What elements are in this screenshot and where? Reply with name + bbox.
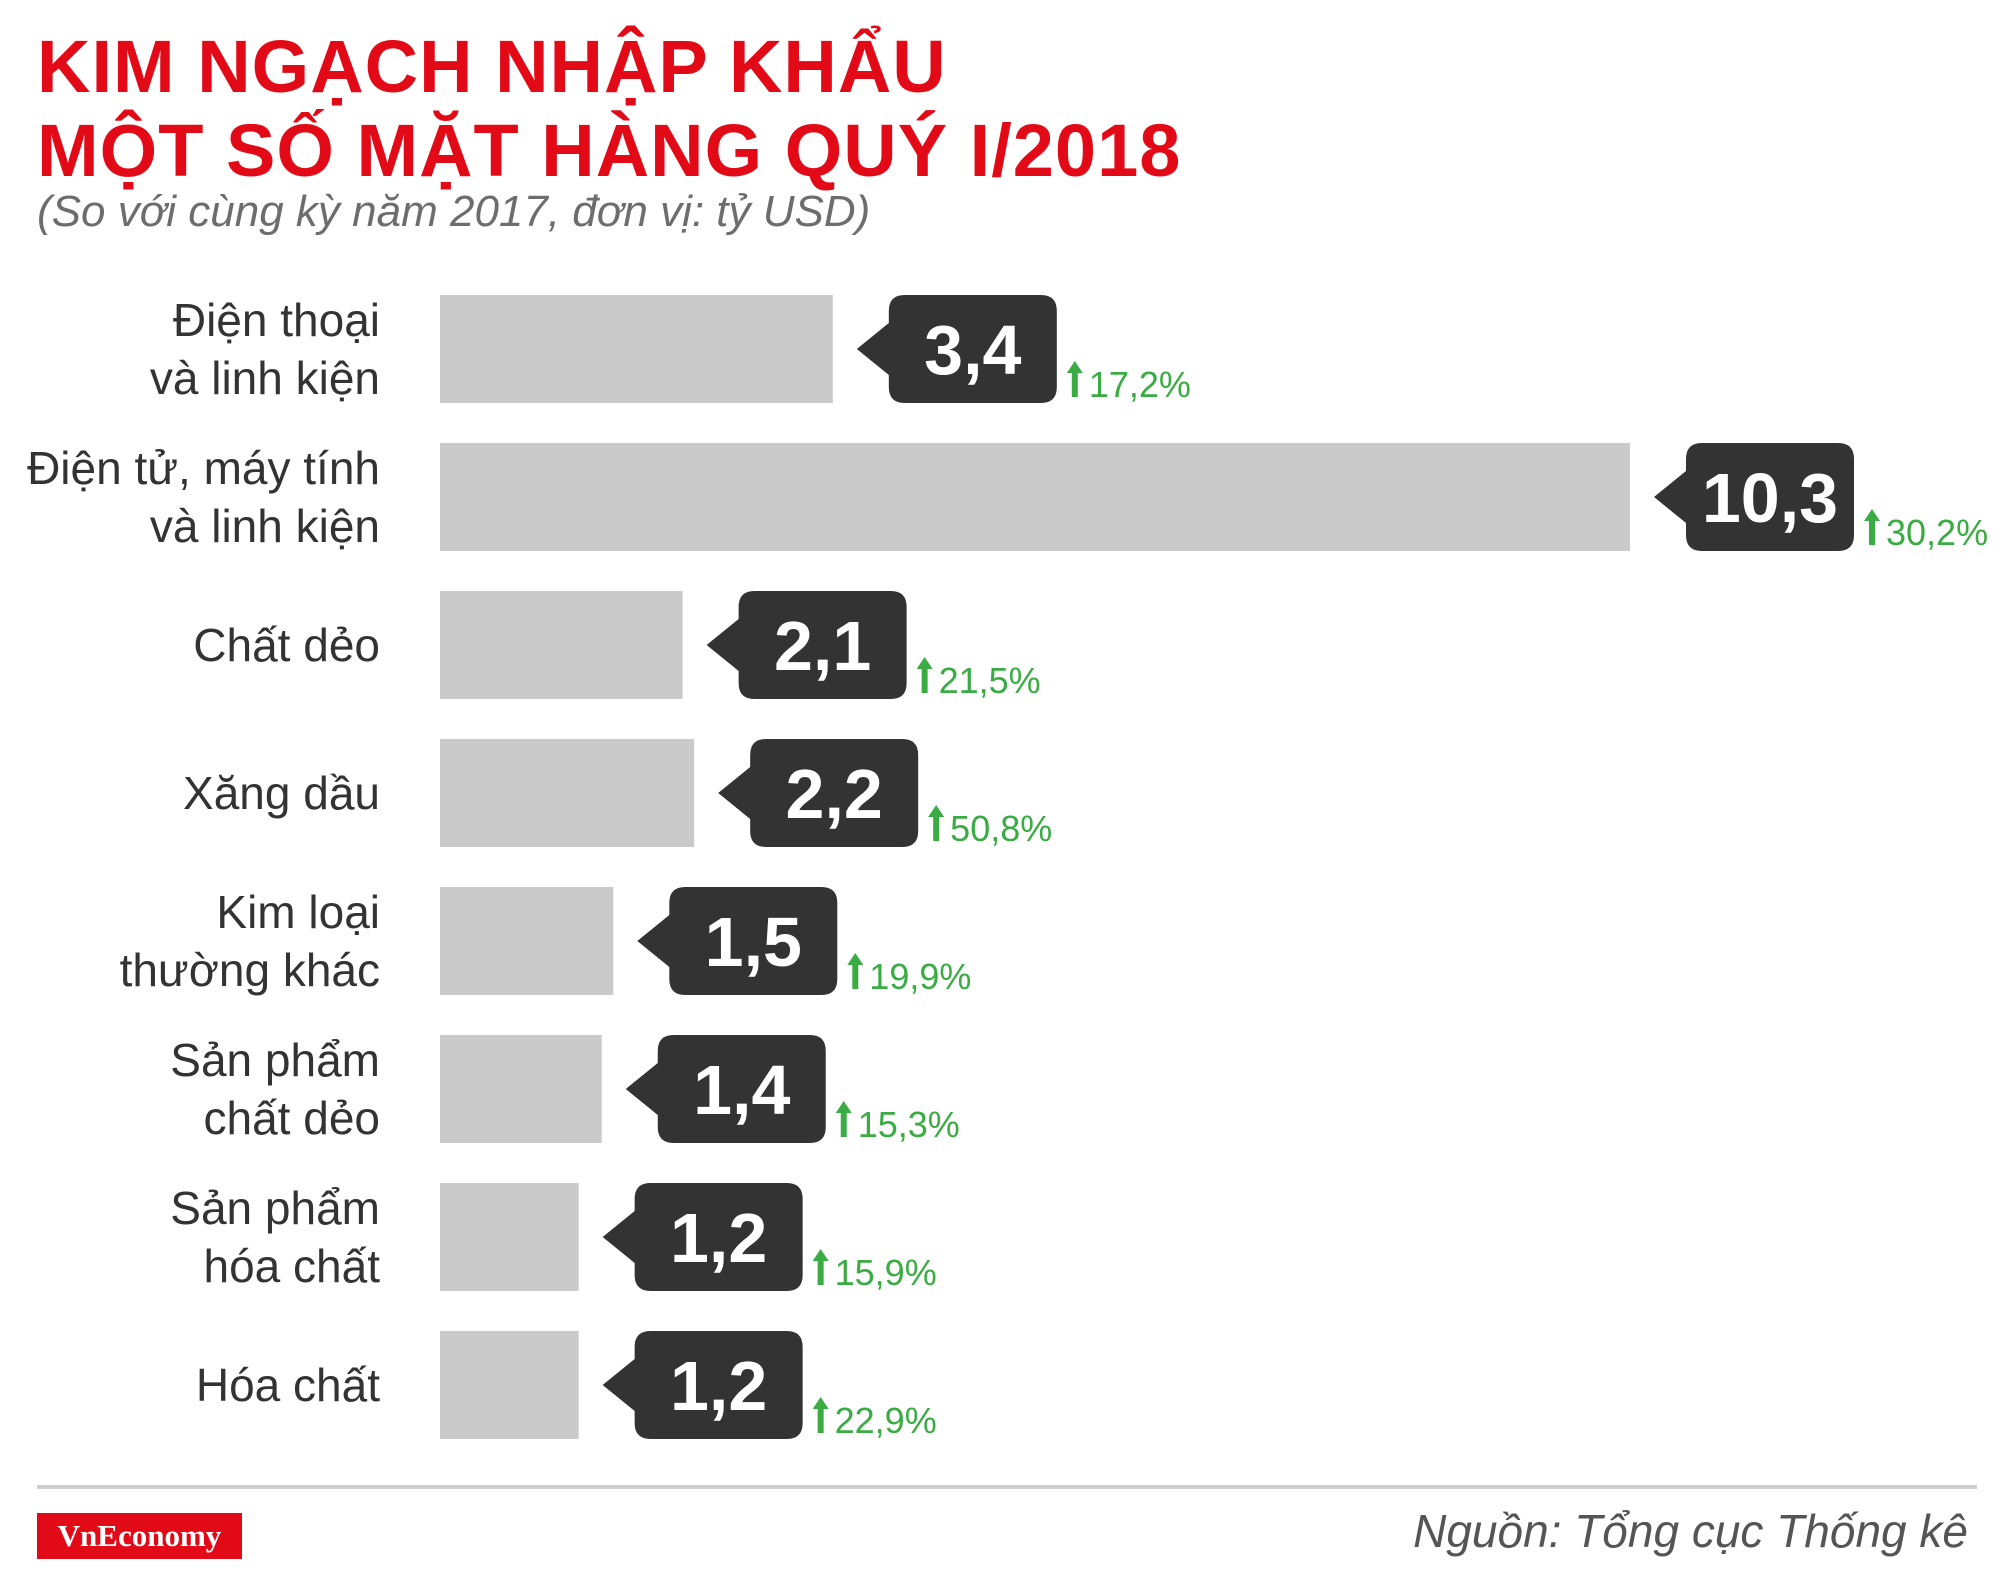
chart-title-line-2: MỘT SỐ MẶT HÀNG QUÝ I/2018: [37, 109, 1182, 192]
category-label-1: Điện tử, máy tính và linh kiện: [27, 442, 380, 552]
bar-2: [440, 591, 683, 699]
vneconomy-logo: VnEconomy: [37, 1513, 242, 1559]
category-label-0: Điện thoại và linh kiện: [150, 294, 380, 404]
category-label-7: Hóa chất: [196, 1359, 380, 1411]
change-label-1: 30,2%: [1886, 512, 1988, 553]
chart-subtitle: (So với cùng kỳ năm 2017, đơn vị: tỷ USD…: [37, 187, 871, 236]
chart-title-line-1: KIM NGẠCH NHẬP KHẨU: [37, 25, 947, 108]
value-box-2: [706, 591, 907, 699]
bar-3: [440, 739, 695, 847]
change-label-7: 22,9%: [835, 1400, 937, 1441]
footer-divider: [37, 1485, 1977, 1489]
value-label-7: 1,2: [670, 1347, 767, 1425]
change-label-2: 21,5%: [939, 660, 1041, 701]
category-label-2: Chất dẻo: [193, 619, 380, 671]
bar-5: [440, 1035, 602, 1143]
up-arrow-icon: [1864, 509, 1880, 545]
value-label-5: 1,4: [693, 1051, 790, 1129]
category-label-4: Kim loại thường khác: [120, 886, 380, 996]
value-label-6: 1,2: [670, 1199, 767, 1277]
value-label-0: 3,4: [924, 311, 1021, 389]
value-box-1: [1654, 443, 1854, 551]
up-arrow-icon: [928, 805, 945, 841]
change-label-6: 15,9%: [835, 1252, 937, 1293]
change-label-5: 15,3%: [858, 1104, 960, 1145]
bar-chart: Điện thoại và linh kiện 3,4 17,2% Điện tử, m…: [27, 294, 1988, 1441]
value-box-7: [602, 1331, 803, 1439]
bar-7: [440, 1331, 579, 1439]
up-arrow-icon: [812, 1397, 829, 1433]
up-arrow-icon: [847, 953, 864, 989]
category-label-5: Sản phẩm chất dẻo: [170, 1034, 380, 1144]
up-arrow-icon: [916, 657, 933, 693]
bar-1: [440, 443, 1630, 551]
value-label-3: 2,2: [786, 755, 883, 833]
value-box-6: [602, 1183, 803, 1291]
bar-4: [440, 887, 614, 995]
change-label-3: 50,8%: [950, 808, 1052, 849]
up-arrow-icon: [812, 1249, 829, 1285]
value-label-1: 10,3: [1702, 459, 1838, 537]
category-label-3: Xăng dầu: [183, 767, 380, 819]
change-label-0: 17,2%: [1089, 364, 1191, 405]
value-box-4: [637, 887, 838, 995]
change-label-4: 19,9%: [869, 956, 971, 997]
value-label-2: 2,1: [774, 607, 871, 685]
value-box-5: [625, 1035, 826, 1143]
bar-0: [440, 295, 833, 403]
bar-6: [440, 1183, 579, 1291]
source-note: Nguồn: Tổng cục Thống kê: [1413, 1505, 1968, 1557]
value-box-0: [856, 295, 1057, 403]
category-label-6: Sản phẩm hóa chất: [170, 1182, 380, 1292]
up-arrow-icon: [835, 1101, 852, 1137]
up-arrow-icon: [1066, 361, 1083, 397]
value-box-3: [718, 739, 919, 847]
value-label-4: 1,5: [705, 903, 802, 981]
